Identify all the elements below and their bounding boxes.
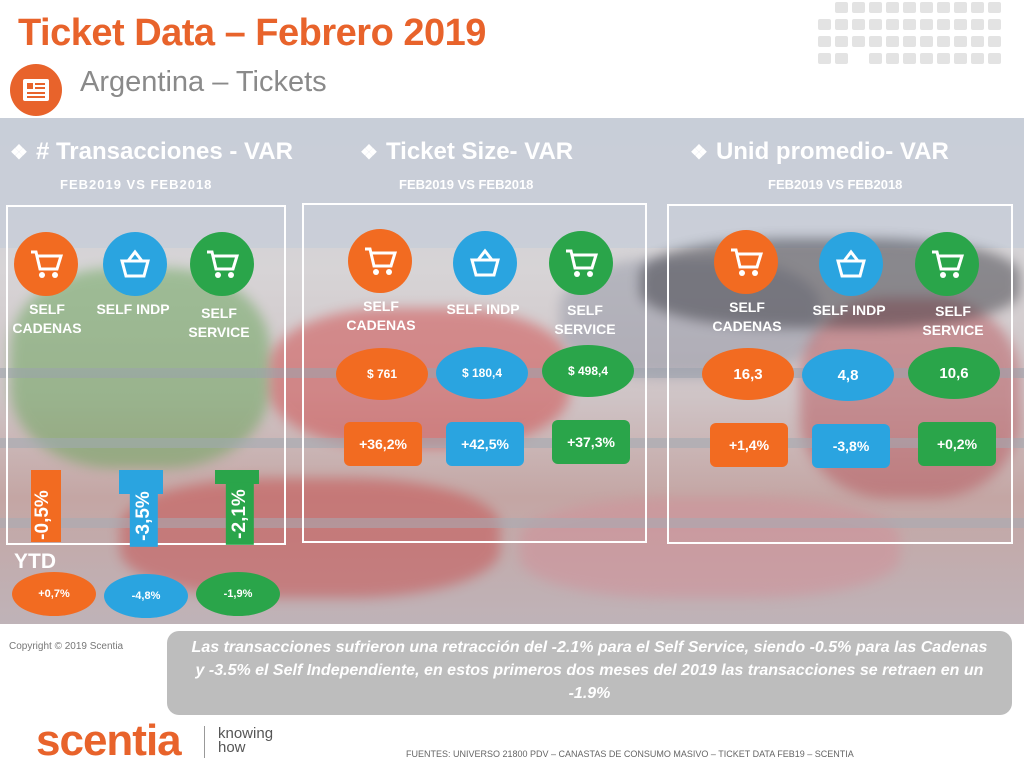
shopping-cart-icon <box>915 232 979 296</box>
ticket-size-value: $ 498,4 <box>542 345 634 397</box>
basket-icon <box>453 231 517 295</box>
category-label: SELF INDP <box>446 301 520 317</box>
category-label: SELF SERVICE <box>922 303 984 338</box>
category-label: SELF SERVICE <box>554 302 616 337</box>
ticket-size-value: $ 761 <box>336 348 428 400</box>
slide-subtitle: Argentina – Tickets <box>80 66 327 98</box>
shopping-cart-icon <box>714 230 778 294</box>
panel-ticket-size-frame <box>302 203 647 543</box>
unid-promedio-value: 10,6 <box>908 347 1000 399</box>
ticket-size-variation: +42,5% <box>446 422 524 466</box>
panel-transacciones-heading: ❖ # Transacciones - VAR <box>10 138 293 165</box>
shopping-cart-icon <box>190 232 254 296</box>
panel-ticket-size-heading: ❖ Ticket Size- VAR <box>360 138 574 165</box>
category-label: SELF CADENAS <box>12 301 82 336</box>
diamond-bullet-icon: ❖ <box>10 142 28 164</box>
logo-tagline: knowing how <box>218 725 274 756</box>
panel-unid-promedio-heading: ❖ Unid promedio- VAR <box>690 138 949 165</box>
ticket-size-variation: +36,2% <box>344 422 422 466</box>
panel-unid-promedio-subheading: FEB2019 VS FEB2018 <box>768 177 903 192</box>
ytd-value: -1,9% <box>196 572 280 616</box>
basket-icon <box>819 232 883 296</box>
unid-promedio-value: 4,8 <box>802 349 894 401</box>
scentia-logo: scentia <box>36 716 182 765</box>
transacciones-bar-label: -3,5% <box>129 485 158 547</box>
ytd-title: YTD <box>14 550 56 573</box>
basket-icon <box>103 232 167 296</box>
panel-transacciones-subheading: FEB2019 VS FEB2018 <box>60 177 213 192</box>
shopping-cart-icon <box>14 232 78 296</box>
slide-title: Ticket Data – Febrero 2019 <box>18 12 486 54</box>
unid-promedio-value: 16,3 <box>702 348 794 400</box>
unid-promedio-variation: +0,2% <box>918 422 996 466</box>
unid-promedio-variation: -3,8% <box>812 424 890 468</box>
panel-ticket-size-subheading: FEB2019 VS FEB2018 <box>399 177 534 192</box>
summary-box: Las transacciones sufrieron una retracci… <box>167 631 1012 715</box>
ticket-size-value: $ 180,4 <box>436 347 528 399</box>
ticket-size-variation: +37,3% <box>552 420 630 464</box>
shopping-cart-icon <box>348 229 412 293</box>
category-label: SELF INDP <box>96 301 170 317</box>
copyright-text: Copyright © 2019 Scentia <box>9 641 124 652</box>
unid-promedio-variation: +1,4% <box>710 423 788 467</box>
tagline-line-2: how <box>218 739 246 756</box>
receipt-icon <box>10 64 62 116</box>
category-label: SELF INDP <box>812 302 886 318</box>
category-label: SELF SERVICE <box>188 305 250 340</box>
sources-footnote: FUENTES: UNIVERSO 21800 PDV – CANASTAS D… <box>406 749 854 759</box>
transacciones-bar-label: -0,5% <box>31 490 53 540</box>
transacciones-bar <box>215 470 259 484</box>
logo-divider <box>204 726 205 758</box>
shopping-cart-icon <box>549 231 613 295</box>
diamond-bullet-icon: ❖ <box>360 142 378 164</box>
panel-unid-promedio-frame <box>667 204 1013 544</box>
category-label: SELF CADENAS <box>712 299 782 334</box>
tagline-line-1: knowing <box>218 725 274 742</box>
decorative-dot-grid <box>818 2 1018 74</box>
ytd-value: +0,7% <box>12 572 96 616</box>
transacciones-bar <box>31 470 61 542</box>
category-label: SELF CADENAS <box>346 298 416 333</box>
transacciones-bar-label: -2,1% <box>225 483 254 545</box>
diamond-bullet-icon: ❖ <box>690 142 708 164</box>
ytd-value: -4,8% <box>104 574 188 618</box>
